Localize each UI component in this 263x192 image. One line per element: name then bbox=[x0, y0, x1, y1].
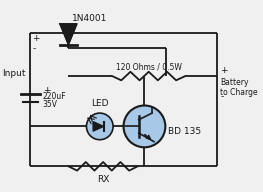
Polygon shape bbox=[60, 24, 77, 45]
Circle shape bbox=[124, 105, 165, 147]
Text: Battery
to Charge: Battery to Charge bbox=[220, 78, 258, 97]
Text: BD 135: BD 135 bbox=[168, 127, 201, 136]
Text: +: + bbox=[220, 66, 228, 75]
Text: 220uF: 220uF bbox=[43, 93, 66, 101]
Text: 35V: 35V bbox=[43, 100, 58, 109]
Text: LED: LED bbox=[91, 99, 109, 108]
Text: Input: Input bbox=[2, 69, 26, 78]
Text: 120 Ohms / 0.5W: 120 Ohms / 0.5W bbox=[116, 63, 182, 72]
Text: -: - bbox=[220, 93, 224, 101]
Text: 1N4001: 1N4001 bbox=[72, 14, 108, 23]
Circle shape bbox=[87, 113, 113, 140]
Text: +: + bbox=[32, 35, 40, 44]
Text: +: + bbox=[43, 86, 50, 95]
Text: -: - bbox=[32, 44, 36, 53]
Text: RX: RX bbox=[97, 175, 109, 184]
Polygon shape bbox=[93, 122, 104, 131]
